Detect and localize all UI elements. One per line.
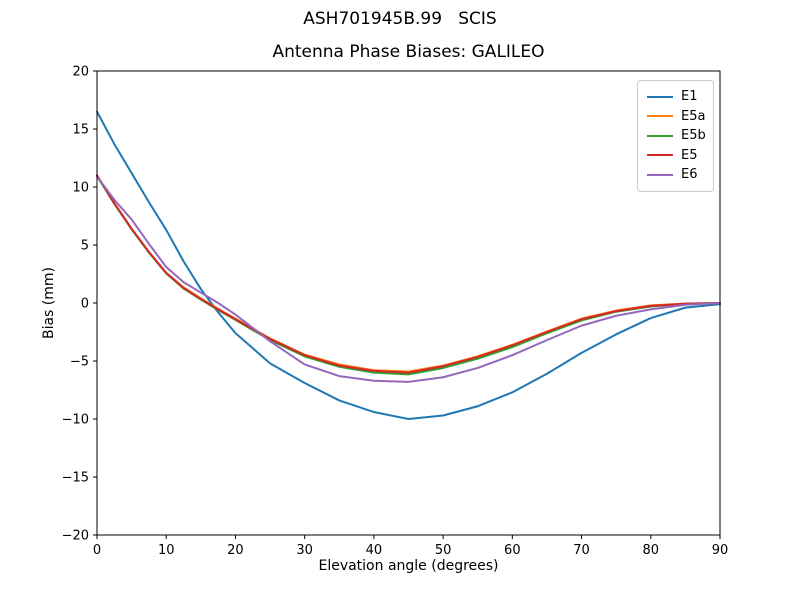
series-line-E1 [96,110,721,420]
y-tick-label: 5 [81,239,89,254]
legend-item-E5a: E5a [647,107,705,127]
x-tick-label: 20 [227,543,244,558]
axes-spines [96,70,721,536]
legend: E1 E5a E5b E5 E6 [637,80,714,192]
x-tick-label: 10 [158,543,175,558]
y-tick-label: 20 [72,65,89,80]
x-tick-label: 60 [504,543,521,558]
series-line-E5 [96,174,721,374]
x-tick-label: 40 [366,543,383,558]
y-tick-label: −15 [62,471,89,486]
legend-label: E6 [681,167,698,183]
figure-suptitle: ASH701945B.99 SCIS [303,9,497,29]
legend-item-E5b: E5b [647,126,706,146]
series-line-E6 [96,175,721,383]
x-axis-label: Elevation angle (degrees) [318,558,499,574]
legend-line-swatch [647,173,673,176]
y-tick-label: −10 [62,413,89,428]
axes-title: Antenna Phase Biases: GALILEO [272,42,545,62]
legend-line-swatch [647,115,673,118]
x-tick-label: 90 [712,543,729,558]
legend-item-E1: E1 [647,87,705,107]
legend-label: E5b [681,128,706,144]
y-tick-label: −20 [62,529,89,544]
legend-label: E1 [681,89,698,105]
x-tick-label: 70 [573,543,590,558]
legend-line-swatch [647,134,673,137]
legend-label: E5a [681,108,706,124]
y-tick-label: 10 [72,181,89,196]
legend-item-E6: E6 [647,165,705,185]
legend-line-swatch [647,154,673,157]
y-tick-label: 0 [81,297,89,312]
y-tick-label: −5 [70,355,89,370]
series-line-E5b [96,174,721,376]
x-tick-label: 80 [643,543,660,558]
legend-line-swatch [647,95,673,98]
legend-label: E5 [681,147,698,163]
x-tick-label: 0 [93,543,101,558]
x-tick-label: 50 [435,543,452,558]
x-tick-label: 30 [296,543,313,558]
y-tick-label: 15 [72,123,89,138]
y-axis-label: Bias (mm) [41,266,57,340]
legend-item-E5: E5 [647,146,705,166]
